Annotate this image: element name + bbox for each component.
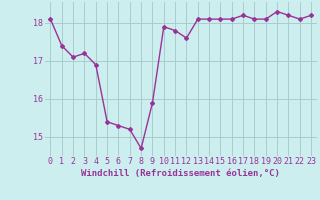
X-axis label: Windchill (Refroidissement éolien,°C): Windchill (Refroidissement éolien,°C) [81,169,280,178]
